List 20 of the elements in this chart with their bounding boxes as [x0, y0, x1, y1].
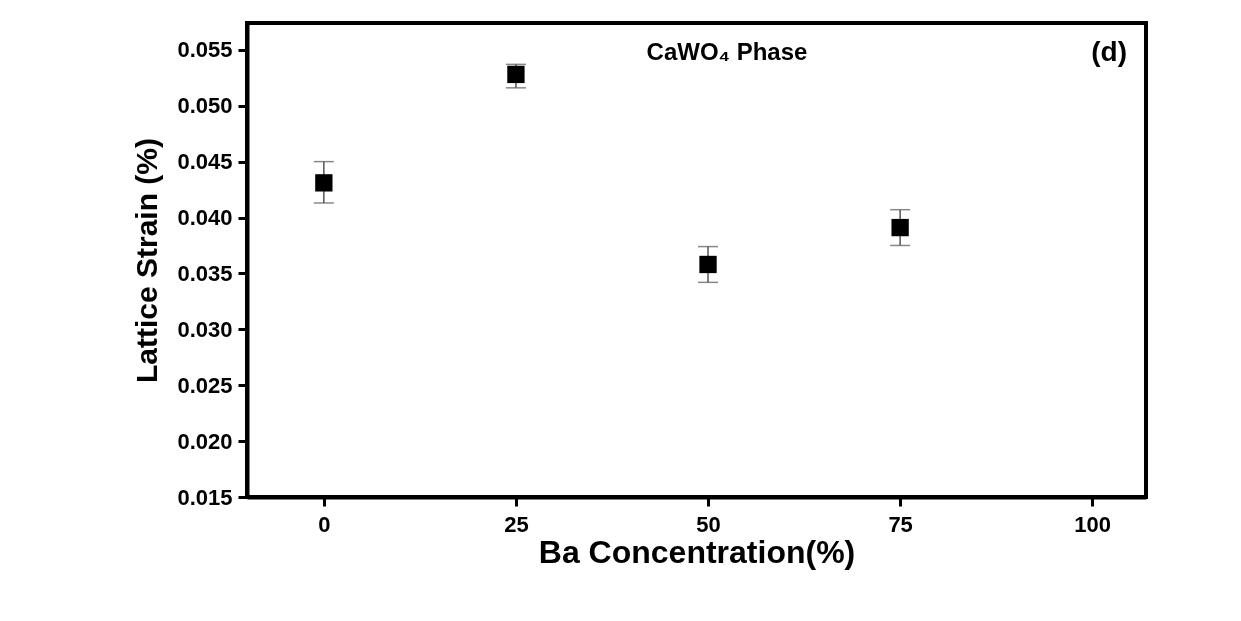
- y-tick-label: 0.025: [177, 372, 233, 398]
- point: [891, 218, 909, 237]
- y-tick-label: 0.015: [177, 484, 233, 510]
- point: [699, 255, 717, 274]
- x-tick-label: 0: [318, 511, 331, 537]
- y-tick-label: 0.045: [177, 149, 233, 175]
- annotation: (d): [1091, 36, 1127, 67]
- y-tick-label: 0.030: [177, 316, 233, 342]
- y-tick-label: 0.035: [177, 260, 233, 286]
- y-tick-label: 0.020: [177, 428, 233, 454]
- annotation: CaWO₄ Phase: [646, 38, 808, 65]
- point: [507, 65, 525, 84]
- y-tick-label: 0.055: [177, 37, 233, 63]
- x-tick-label: 75: [888, 511, 913, 537]
- point: [315, 174, 333, 192]
- y-axis-title: Lattice Strain (%): [130, 137, 164, 384]
- y-tick-label: 0.050: [177, 93, 233, 119]
- x-tick-label: 100: [1074, 511, 1112, 537]
- y-tick-label: 0.040: [177, 205, 233, 231]
- x-tick-label: 25: [504, 511, 529, 537]
